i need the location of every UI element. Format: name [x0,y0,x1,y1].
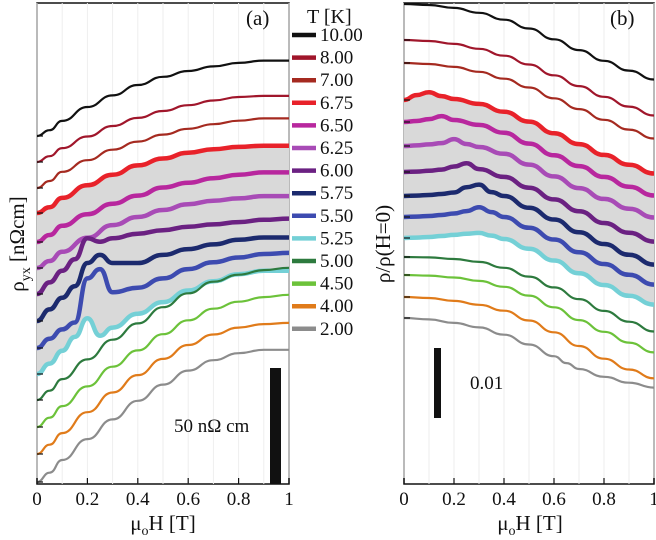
panel-b-tag: (b) [610,6,635,30]
panel-a-tick-label: 0 [32,489,42,510]
panel-a-tick-label: 0.4 [126,489,150,510]
panel-a-ylabel-sub: yx [19,267,34,281]
legend-label-5-00: 5.00 [320,251,353,272]
legend-label-4-00: 4.00 [320,296,353,317]
panel-b-series-5-25 [403,230,655,307]
panel-a-x-ticks: 0 0.2 0.4 0.6 0.8 1 [32,478,294,510]
panel-a-tick-label: 1 [284,489,294,510]
panel-b-x-axis-label: μoH [T] [497,511,563,539]
panel-a-series-6-75 [36,143,289,216]
legend-label-2-00: 2.00 [320,319,353,340]
legend-label-5-50: 5.50 [320,206,353,227]
legend-label-5-75: 5.75 [320,183,353,204]
panel-a-scale-bar [270,368,281,484]
panel-a-series-8-00 [36,94,289,164]
panel-a-xlabel-sub: o [142,524,149,539]
shaded-region [37,145,289,374]
panel-b-series-5-75 [403,182,655,267]
panel-b-series-6-50 [403,113,655,198]
panel-a-ylabel-unit: [nΩcm] [5,196,29,267]
panel-b-xlabel-rest: H [T] [516,511,563,535]
panel-b-tick-label: 0.8 [592,489,616,510]
panel-a-series-10-00 [36,59,289,138]
panel-a-tick-label: 0.2 [76,489,100,510]
panel-b-tick-label: 0 [399,489,409,510]
panel-a-series-6-50 [36,170,289,245]
panel-a-series-4-00 [36,321,290,456]
legend: T [K] 10.008.007.006.756.506.256.005.755… [292,6,363,340]
panel-a-xlabel-rest: H [T] [149,511,196,535]
panel-b-series-5-50 [403,204,655,287]
panel-a-series-7-00 [36,117,289,190]
panel-a-series-2-00 [36,348,289,484]
panel-a-tag: (a) [246,6,269,30]
panel-b-series-4-50 [403,273,655,354]
panel-a-series-5-75 [36,235,289,324]
panel-a-series-5-00 [36,266,290,402]
panel-b-series [403,2,655,389]
legend-label-7-00: 7.00 [320,70,353,91]
legend-label-5-25: 5.25 [320,228,353,249]
panel-a-series-6-00 [36,216,290,297]
panel-a-series-4-50 [36,293,290,429]
panel-b-scale-label: 0.01 [470,373,503,394]
panel-b-tick-label: 1 [649,489,656,510]
panel-a-tick-label: 0.8 [227,489,251,510]
panel-a-ylabel-rho: ρ [5,281,29,291]
panel-b-tick-label: 0.4 [492,489,516,510]
legend-title: T [K] [307,6,352,28]
panel-a: 0 0.2 0.4 0.6 0.8 1 (a) ρyx [nΩcm] μoH [T] 50… [5,2,294,539]
panel-b-series-2-00 [403,316,655,389]
panel-a-tick-label: 0.6 [176,489,200,510]
panel-b-series-6-75 [403,89,655,176]
panel-b-series-8-00 [403,38,655,117]
panel-a-x-axis-label: μoH [T] [130,511,196,539]
panel-b-xlabel-sub: o [509,524,516,539]
legend-label-10-00: 10.00 [320,25,363,46]
panel-b-series-10-00 [403,2,655,81]
panel-b-series-5-00 [403,255,655,333]
panel-b-series-7-00 [403,61,655,140]
legend-label-6-75: 6.75 [320,93,353,114]
legend-label-6-25: 6.25 [320,138,353,159]
panel-a-series [36,59,290,484]
panel-a-series-5-50 [36,250,290,351]
panel-b-tick-label: 0.6 [542,489,566,510]
legend-label-8-00: 8.00 [320,48,353,69]
panel-b-series-4-00 [403,295,655,380]
panel-b-xlabel-mu: μ [497,511,508,535]
panel-b-series-6-00 [403,160,655,244]
panel-a-xlabel-mu: μ [130,511,141,535]
legend-label-6-00: 6.00 [320,161,353,182]
legend-label-4-50: 4.50 [320,274,353,295]
panel-a-y-axis-label: ρyx [nΩcm] [5,196,34,291]
legend-label-6-50: 6.50 [320,115,353,136]
panel-b-tick-label: 0.2 [442,489,466,510]
panel-a-scale-label: 50 nΩ cm [174,416,250,437]
panel-b-x-ticks: 0 0.2 0.4 0.6 0.8 1 [399,478,656,510]
panel-b: 0 0.2 0.4 0.6 0.8 1 (b) ρ/ρ(H=0) μoH [T] 0.01 [371,2,656,539]
panel-b-y-axis-label: ρ/ρ(H=0) [371,205,395,283]
panel-b-series-6-25 [403,136,655,220]
panel-a-shaded-region [37,145,289,374]
panel-b-scale-bar [434,348,441,418]
panel-a-series-6-25 [36,193,289,271]
